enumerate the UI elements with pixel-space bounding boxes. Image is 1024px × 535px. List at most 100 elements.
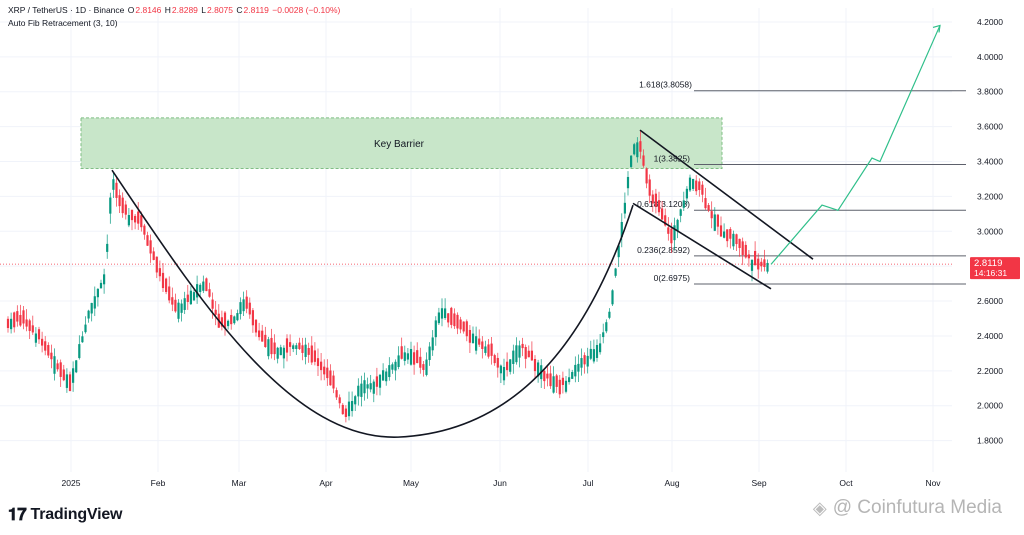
candle-body	[344, 408, 347, 417]
candle-body	[22, 310, 25, 324]
candle-body	[68, 374, 72, 392]
candle-body	[292, 345, 295, 350]
candle-body	[37, 329, 41, 340]
candle-body	[152, 251, 155, 260]
time-tick-label: Apr	[319, 478, 332, 488]
candle-body	[561, 377, 564, 385]
price-tick-label: 3.0000	[977, 226, 1003, 236]
candle-body	[6, 318, 10, 329]
candle-body	[571, 372, 574, 379]
candle-body	[391, 364, 394, 370]
candle-body	[276, 347, 279, 359]
candle-body	[437, 312, 440, 324]
candle-body	[115, 182, 118, 198]
price-tick-label: 2.4000	[977, 331, 1003, 341]
candle-body	[149, 240, 152, 254]
candle-body	[732, 233, 735, 247]
candle-body	[75, 360, 78, 373]
candles[interactable]	[6, 131, 769, 423]
pattern-drawings[interactable]	[111, 24, 941, 438]
candle-body	[146, 235, 149, 246]
candle-body	[28, 320, 31, 331]
candle-body	[626, 176, 630, 189]
candle-body	[183, 298, 186, 310]
candle-body	[512, 350, 515, 365]
candle-body	[701, 184, 704, 195]
candle-body	[397, 355, 400, 368]
candle-body	[602, 332, 605, 338]
candle-body	[357, 385, 360, 397]
candle-body	[673, 225, 676, 241]
key-barrier-zone[interactable]	[80, 117, 723, 169]
cup-curve[interactable]	[111, 169, 634, 438]
candle-body	[230, 314, 233, 325]
candle-body	[47, 345, 50, 356]
candle-body	[168, 286, 171, 301]
candle-body	[400, 346, 403, 359]
watermark: ◈ @ Coinfutura Media	[813, 497, 1002, 519]
candle-body	[648, 179, 651, 196]
candle-body	[285, 338, 289, 353]
candle-body	[304, 344, 307, 357]
candle-body	[462, 321, 465, 332]
candle-body	[555, 375, 558, 387]
candle-body	[543, 370, 546, 382]
wedge-upper-line[interactable]	[639, 129, 814, 260]
candle-body	[413, 352, 416, 365]
candle-body	[261, 330, 264, 342]
candle-body	[99, 282, 103, 289]
candle-body	[192, 292, 196, 301]
projection-path[interactable]	[770, 25, 941, 265]
indicator-legend[interactable]: Auto Fib Retracement (3, 10)	[8, 18, 118, 28]
candle-body	[202, 281, 205, 291]
candle-body	[657, 200, 661, 213]
wedge-lower-line[interactable]	[632, 202, 772, 290]
candle-body	[741, 241, 744, 256]
time-axis[interactable]: 2025 Feb Mar Apr May Jun Jul Aug Sep Oct Nov	[62, 478, 942, 488]
candle-body	[118, 195, 121, 207]
candle-body	[496, 357, 499, 368]
candle-body	[502, 366, 506, 381]
candle-body	[450, 307, 453, 325]
candle-body	[19, 314, 22, 326]
candle-body	[301, 345, 304, 353]
tradingview-brand[interactable]: 𝟏𝟕 TradingView	[8, 505, 122, 525]
candle-body	[509, 359, 512, 372]
candle-body	[478, 338, 481, 345]
candle-body	[716, 214, 719, 227]
key-barrier-label: Key Barrier	[374, 139, 425, 150]
candle-body	[645, 168, 648, 184]
candle-body	[738, 238, 741, 249]
open-value: 2.8146	[135, 5, 162, 15]
fib-retracement[interactable]: 1.618(3.8058) 1(3.3825) 0.618(3.1208) 0.236…	[637, 80, 966, 285]
candle-body	[177, 302, 180, 319]
candle-body	[735, 234, 738, 245]
candle-body	[354, 396, 357, 405]
symbol-name[interactable]: XRP / TetherUS · 1D · Binance	[8, 5, 125, 15]
time-tick-label: 2025	[62, 478, 81, 488]
candle-body	[518, 345, 521, 358]
price-tick-label: 3.4000	[977, 157, 1003, 167]
price-axis[interactable]: 4.2000 4.0000 3.8000 3.6000 3.4000 3.2000 3.00…	[977, 17, 1003, 446]
candle-body	[16, 311, 19, 322]
candle-body	[307, 348, 310, 355]
candle-body	[143, 225, 146, 235]
candle-body	[158, 268, 161, 277]
time-tick-label: Nov	[925, 478, 941, 488]
candle-body	[661, 208, 664, 220]
candle-body	[577, 363, 580, 372]
candle-body	[140, 215, 143, 228]
candle-body	[444, 308, 447, 319]
candle-body	[695, 180, 698, 192]
candle-body	[434, 320, 437, 338]
candle-body	[289, 342, 292, 347]
candle-body	[537, 362, 540, 377]
candle-body	[515, 345, 518, 363]
candle-body	[189, 290, 192, 305]
candle-body	[592, 349, 595, 362]
candle-body	[580, 358, 583, 368]
candle-body	[65, 374, 68, 388]
candle-body	[723, 231, 726, 238]
candle-body	[134, 215, 137, 223]
